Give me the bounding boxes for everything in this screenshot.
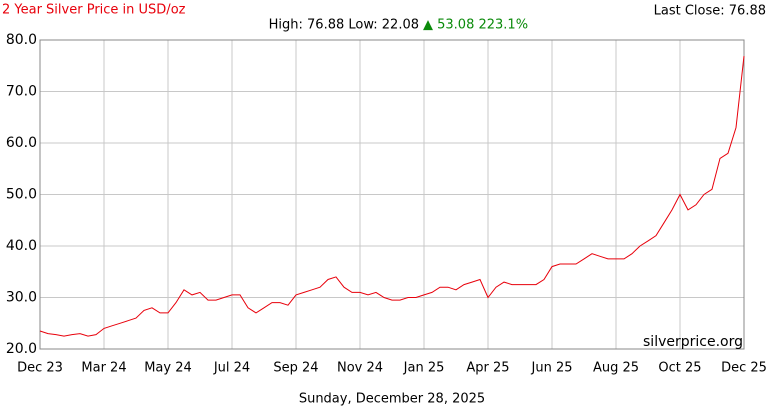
price-line xyxy=(39,56,745,337)
high-low: High: 76.88 Low: 22.08 xyxy=(269,18,419,33)
plot-border xyxy=(39,39,745,350)
chart-title: 2 Year Silver Price in USD/oz xyxy=(2,3,186,18)
x-tick-label: Aug 25 xyxy=(593,361,639,376)
y-tick-label: 60.0 xyxy=(6,135,37,151)
y-tick-label: 80.0 xyxy=(6,32,37,48)
x-tick-label: Apr 25 xyxy=(466,361,509,376)
x-tick-label: Oct 25 xyxy=(658,361,701,376)
x-tick-label: Jun 25 xyxy=(531,361,573,376)
source: silverprice.org xyxy=(643,334,743,350)
x-tick-label: Dec 25 xyxy=(721,361,767,376)
y-tick-label: 20.0 xyxy=(6,341,37,357)
y-tick-label: 40.0 xyxy=(6,238,37,254)
y-tick-label: 50.0 xyxy=(6,187,37,203)
x-tick-label: Dec 23 xyxy=(17,361,63,376)
date: Sunday, December 28, 2025 xyxy=(299,392,485,407)
x-tick-label: Jul 24 xyxy=(213,361,250,376)
x-tick-label: May 24 xyxy=(144,361,192,376)
y-tick-label: 30.0 xyxy=(6,290,37,306)
last-close: Last Close: 76.88 xyxy=(654,4,766,19)
change: ▲ 53.08 223.1% xyxy=(423,18,528,33)
x-tick-label: Mar 24 xyxy=(81,361,126,376)
y-tick-label: 70.0 xyxy=(6,84,37,100)
x-tick-label: Jan 25 xyxy=(403,361,445,376)
x-tick-label: Sep 24 xyxy=(273,361,318,376)
x-tick-label: Nov 24 xyxy=(337,361,383,376)
